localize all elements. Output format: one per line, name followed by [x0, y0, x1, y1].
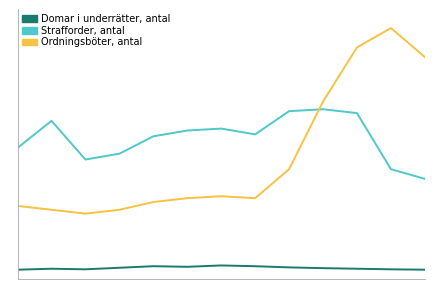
Legend: Domar i underrätter, antal, Strafforder, antal, Ordningsböter, antal: Domar i underrätter, antal, Strafforder,… — [21, 12, 172, 49]
